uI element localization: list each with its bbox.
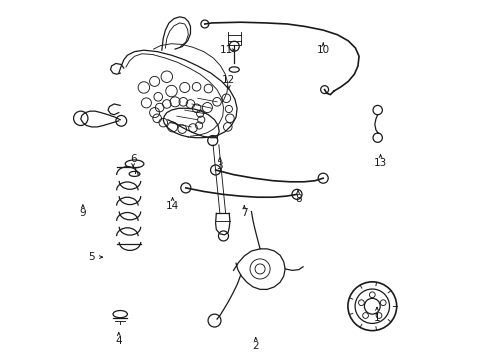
Text: 11: 11 [220,45,233,55]
Text: 6: 6 [130,154,136,164]
Text: 8: 8 [295,194,301,204]
Text: 5: 5 [88,252,95,262]
Text: 4: 4 [116,336,122,346]
Text: 7: 7 [241,208,247,218]
Text: 1: 1 [374,313,380,323]
Text: 10: 10 [317,45,330,55]
Circle shape [365,298,380,314]
Text: 14: 14 [166,201,179,211]
Text: 2: 2 [252,341,259,351]
Text: 12: 12 [222,75,236,85]
Text: 3: 3 [217,161,223,171]
Text: 13: 13 [374,158,387,168]
Text: 9: 9 [79,208,86,218]
